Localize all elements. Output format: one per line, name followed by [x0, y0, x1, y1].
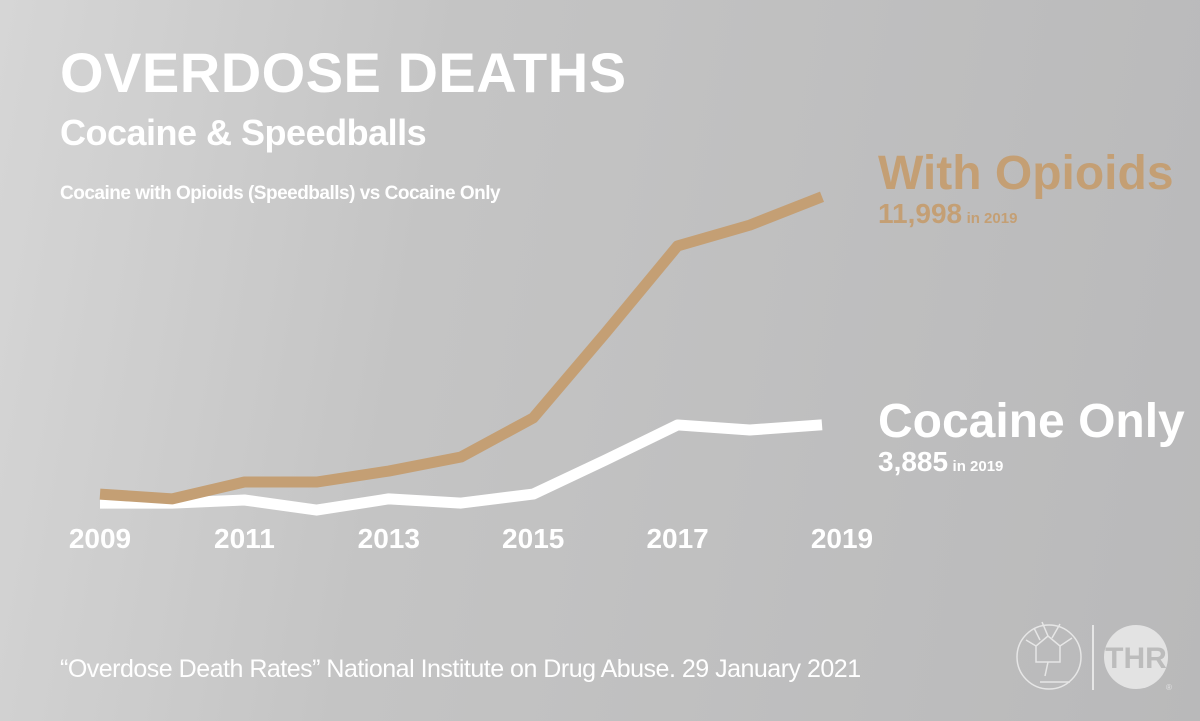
cocaine-value: 3,885 [878, 446, 949, 477]
x-tick-label: 2015 [502, 523, 564, 554]
x-tick-label: 2017 [646, 523, 708, 554]
opioids-series-name: With Opioids [878, 147, 1174, 200]
x-tick-label: 2011 [214, 523, 275, 554]
cocaine-year: in 2019 [952, 458, 1004, 475]
series-line-cocaine-only [100, 419, 823, 516]
cocaine-series-name: Cocaine Only [878, 395, 1185, 448]
page-subtitle: Cocaine & Speedballs [60, 112, 427, 153]
chart-caption: Cocaine with Opioids (Speedballs) vs Coc… [60, 183, 501, 204]
source-citation: “Overdose Death Rates” National Institut… [60, 655, 861, 683]
x-tick-label: 2013 [358, 523, 420, 554]
cocaine-label: Cocaine Only 3,885 in 2019 [878, 398, 1185, 478]
series-line-with-opioids [99, 191, 825, 505]
page-title: OVERDOSE DEATHS [60, 41, 627, 104]
opioids-value: 11,998 [878, 198, 963, 229]
opioids-year: in 2019 [966, 210, 1018, 227]
opioids-label: With Opioids 11,998 in 2019 [878, 150, 1174, 230]
x-tick-label: 2019 [811, 523, 873, 554]
x-tick-label: 2009 [69, 523, 131, 554]
